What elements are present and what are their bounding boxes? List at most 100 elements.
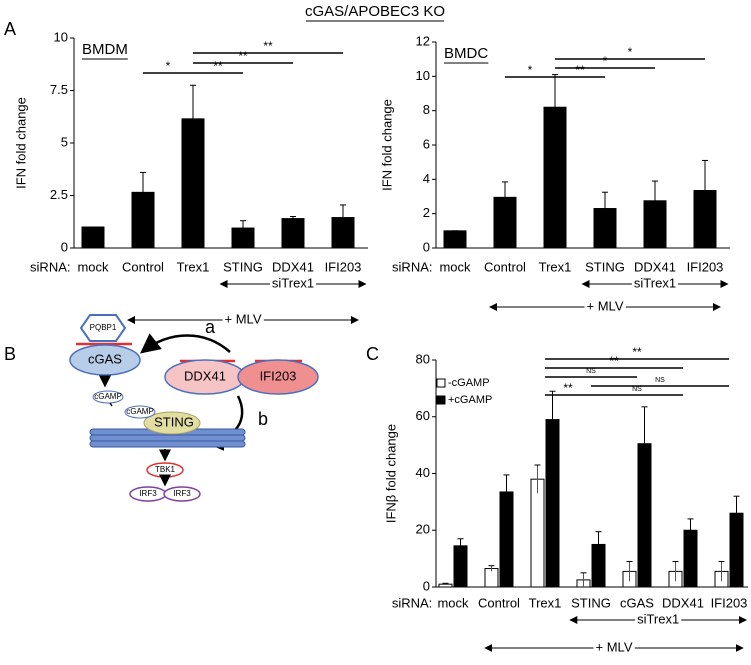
legend-label: +cGAMP [448, 394, 492, 406]
bar [443, 230, 467, 249]
significance-label: NS [586, 368, 596, 375]
bar [281, 218, 305, 249]
y-tick-label: 2.5 [50, 187, 68, 202]
node [92, 390, 124, 404]
node-label: cGAMP [126, 407, 154, 416]
significance-label: * [528, 63, 533, 77]
condition-label: + MLV [596, 639, 633, 654]
pathway-diagram: PQBP1 cGAS DDX41 IFI203 a b cGAMP STING … [69, 314, 319, 502]
x-tick-label: Trex1 [529, 595, 562, 610]
x-tick-label: Control [484, 259, 526, 274]
group-label: siTrex1 [637, 611, 679, 626]
y-tick-label: 0 [423, 578, 430, 593]
node-label: IFI203 [260, 368, 297, 383]
group-label: siTrex1 [272, 275, 314, 290]
significance-label: * [166, 59, 171, 73]
significance-label: ** [575, 63, 585, 77]
x-tick-label: mock [77, 259, 109, 274]
figure-title: cGAS/APOBEC3 KO [305, 3, 445, 20]
y-tick-label: 10 [54, 29, 68, 44]
y-tick-label: 5 [61, 134, 68, 149]
panel-label: C [366, 344, 379, 364]
panel-label: A [4, 19, 16, 39]
x-tick-label: IFI203 [325, 259, 362, 274]
y-tick-label: 6 [423, 136, 430, 151]
x-tick-label: DDX41 [272, 259, 314, 274]
node [124, 405, 156, 419]
y-tick-label: 10 [416, 68, 430, 83]
significance-label: * [628, 45, 633, 59]
significance-label: ** [609, 354, 619, 368]
node-label: cGAS [88, 351, 122, 366]
membrane [89, 440, 246, 448]
x-tick-label: Trex1 [177, 259, 210, 274]
y-tick-label: 40 [416, 465, 430, 480]
y-axis-label: IFNβ fold change [383, 424, 398, 523]
arrow-label: a [205, 317, 216, 337]
x-tick-label: DDX41 [662, 595, 704, 610]
hexagon [79, 314, 127, 342]
chart-title: BMDC [444, 45, 488, 62]
x-label-prefix: siRNA: [392, 595, 432, 610]
legend-swatch [436, 378, 446, 388]
significance-label: ** [238, 49, 248, 63]
significance-label: ** [563, 381, 573, 395]
condition-label-background [222, 311, 264, 327]
x-tick-label: cGAS [620, 595, 654, 610]
y-tick-label: 7.5 [50, 82, 68, 97]
node [69, 344, 141, 376]
node-label: PQBP1 [90, 323, 117, 332]
x-tick-label: mock [439, 259, 471, 274]
significance-label: * [603, 54, 608, 68]
condition-label: + MLV [225, 311, 262, 326]
panel-label: B [4, 344, 16, 364]
condition-label: + MLV [587, 298, 624, 313]
node-label: IRF3 [173, 489, 191, 498]
y-axis-label: IFN fold change [379, 99, 394, 191]
y-tick-label: 8 [423, 102, 430, 117]
arrow [109, 402, 113, 407]
group-label: siTrex1 [634, 275, 676, 290]
x-tick-label: Control [122, 259, 164, 274]
x-tick-label: STING [585, 259, 625, 274]
y-tick-label: 12 [416, 33, 430, 48]
x-tick-label: mock [437, 595, 469, 610]
membrane [89, 434, 246, 442]
significance-label: NS [632, 386, 642, 393]
legend-label: -cGAMP [448, 377, 490, 389]
node-label: TBK1 [155, 465, 176, 474]
x-tick-label: Control [478, 595, 520, 610]
x-tick-label: STING [223, 259, 263, 274]
arrow-label: b [258, 409, 268, 429]
group-label-background [631, 275, 679, 291]
x-label-prefix: siRNA: [392, 259, 432, 274]
node-label: cGAMP [94, 392, 122, 401]
node [143, 411, 201, 435]
x-tick-label: IFI203 [687, 259, 724, 274]
y-tick-label: 2 [423, 205, 430, 220]
node [237, 359, 319, 395]
significance-label: ** [213, 59, 223, 73]
y-tick-label: 60 [416, 408, 430, 423]
x-label-prefix: siRNA: [30, 259, 70, 274]
arrow [140, 333, 231, 354]
bar [530, 478, 545, 588]
x-tick-label: STING [571, 595, 611, 610]
bar [81, 226, 105, 249]
chart-title: BMDM [82, 41, 128, 58]
x-tick-label: IFI203 [711, 595, 748, 610]
group-label-background [269, 275, 317, 291]
y-tick-label: 80 [416, 351, 430, 366]
node [163, 486, 201, 502]
y-tick-label: 0 [423, 239, 430, 254]
y-tick-label: 4 [423, 171, 430, 186]
significance-label: ** [632, 345, 642, 359]
node-label: STING [154, 414, 194, 429]
condition-label-background [593, 639, 635, 655]
condition-label-background [584, 298, 626, 314]
group-label-background [635, 611, 682, 627]
significance-label: ** [263, 39, 273, 53]
x-tick-label: DDX41 [634, 259, 676, 274]
x-tick-label: Trex1 [539, 259, 572, 274]
